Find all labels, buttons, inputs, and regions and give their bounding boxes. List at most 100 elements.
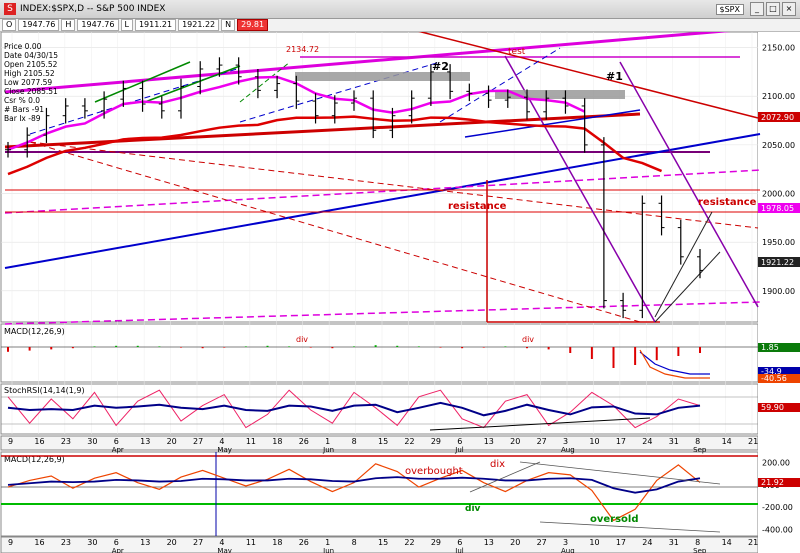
date-tick-label: 16 [34,538,44,547]
month-label: Aug [561,547,575,553]
purple-down-line-2 [619,61,759,308]
date-tick-label: 23 [61,437,71,446]
window-title: INDEX:$SPX,D -- S&P 500 INDEX [20,4,166,14]
green-channel-2 [144,65,241,103]
date-tick-label: 18 [272,437,282,446]
month-label: Sep [693,547,707,553]
date-tick-label: 13 [484,437,494,446]
ann-resistance-left: resistance [448,201,507,212]
date-tick-label: 30 [87,538,97,547]
info-line: Bar Ix -89 [4,114,41,123]
stoch-val-box [758,403,800,412]
date-tick-label: 18 [272,538,282,547]
info-line: Low 2077.59 [4,78,52,87]
magenta-dashed-low [4,301,761,325]
date-labels-1: 9 16 23 30 6 13 20 27 4 11 18 26 1 8 15 22 29 6 13 20 27 3 10 1… [8,437,758,446]
date-tick-label: 1 [325,538,330,547]
date-tick-label: 10 [589,538,599,547]
date-tick-label: 27 [193,437,203,446]
month-label: Aug [561,446,575,454]
date-tick-label: 22 [404,538,414,547]
date-tick-label: 9 [8,538,13,547]
date-tick-label: 13 [140,437,150,446]
ohlc-high: 1947.76 [77,19,119,31]
date-tick-label: 27 [193,538,203,547]
red-down-channel [418,32,759,119]
magenta-dashed-mid [4,169,761,214]
macd1-val-b: -34.9 [761,367,782,376]
chart-canvas: 2134.72 test #2 #1 resistance resistance… [0,32,800,553]
ohlc-bar: O 1947.76 H 1947.76 L 1911.21 1921.22 N … [0,19,800,32]
macd1-val-b-box [758,367,800,376]
window-titlebar: S INDEX:$SPX,D -- S&P 500 INDEX $SPX _ □… [0,0,800,19]
date-tick-label: 26 [299,437,309,446]
date-tick-label: 13 [140,538,150,547]
date-tick-label: 29 [431,538,441,547]
ann-div-green: div [465,504,481,514]
stoch-panel [0,383,759,435]
date-tick-label: 14 [722,538,732,547]
black-wedge [654,211,713,318]
price-tick-label: 1900.00 [762,287,795,296]
date-tick-label: 3 [563,437,568,446]
blue-short-line [464,109,641,138]
date-tick-label: 6 [457,437,462,446]
date-tick-label: 20 [167,538,177,547]
info-line: Close 2085.51 [4,87,58,96]
maximize-icon[interactable]: □ [766,2,780,16]
minimize-icon[interactable]: _ [750,2,764,16]
date-tick-label: 20 [510,538,520,547]
ohlc-close: 1921.22 [178,19,220,31]
macd1-div2: div [522,335,534,344]
ann-two: #2 [432,60,449,73]
date-tick-label: 8 [695,437,700,446]
date-tick-label: 8 [352,437,357,446]
ohlc-high-label: H [61,19,76,31]
label-close-box [758,257,800,267]
price-tick-label: 2000.00 [762,190,795,199]
date-tick-label: 31 [669,437,679,446]
macd1-macd-line [639,349,710,379]
price-tick-label: 2050.00 [762,141,795,150]
info-line: Date 04/30/15 [4,51,58,60]
date-tick-label: 6 [457,538,462,547]
macd1-val-a-box [758,343,800,352]
label-resistance-box [758,203,800,213]
macd1-val-c-box [758,374,800,383]
stoch-fast-line [7,389,701,429]
date-tick-label: 30 [87,437,97,446]
ann-one: #1 [606,70,623,83]
price-tick-label: 2150.00 [762,44,795,53]
date-tick-label: 20 [167,437,177,446]
info-line: Price 0.00 [4,42,42,51]
month-label: Apr [112,446,124,454]
date-tick-label: 15 [378,538,388,547]
macd2-trend-a [469,461,541,493]
macd2-tick-label: 200.00 [762,459,790,468]
date-tick-label: 23 [61,538,71,547]
ohlc-badge: 29.81 [237,19,269,31]
ohlc-open-label: O [2,19,17,31]
gray-zone-1 [295,72,470,81]
date-tick-label: 27 [537,538,547,547]
macd2-val: 21.92 [761,478,784,487]
close-icon[interactable]: × [782,2,796,16]
date-tick-label: 27 [537,437,547,446]
info-line: High 2105.52 [4,69,55,78]
ann-high: 2134.72 [286,45,319,54]
price-tick-label: 2100.00 [762,92,795,101]
ohlc-low-label: L [120,19,133,31]
date-tick-label: 24 [642,437,652,446]
month-labels-2: Apr May Jun Jul Aug Sep [112,547,707,553]
month-label: Jun [322,547,334,553]
macd2-trend-b [519,461,721,485]
date-tick-label: 31 [669,538,679,547]
macd1-panel [0,323,759,383]
label-upper: 2072.90 [761,113,794,122]
symbol-box[interactable]: $SPX [715,3,744,15]
blue-trend-line [4,133,761,269]
ohlc-n-label: N [221,19,236,31]
macd2-val-box [758,478,800,487]
gray-zone-2 [495,90,625,99]
stoch-trend [429,417,651,431]
